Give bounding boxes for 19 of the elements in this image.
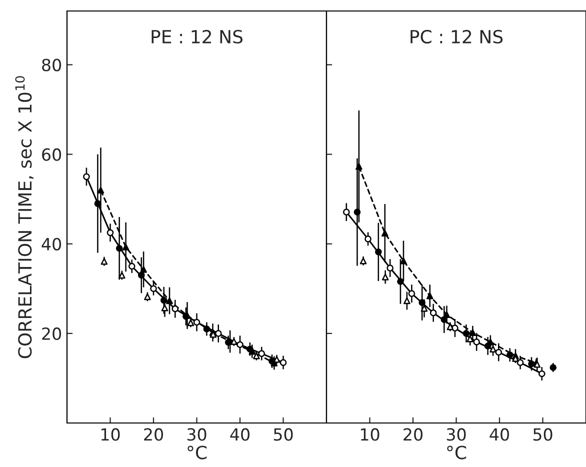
x-axis-title: °C: [188, 446, 207, 460]
y-axis-title: CORRELATION TIME, sec X 10$^{10}$: [15, 76, 34, 358]
x-tick-label: 10: [101, 428, 120, 441]
x-tick-label: 40: [230, 428, 250, 441]
x-tick-label: 30: [446, 428, 466, 441]
x-tick-label: 30: [187, 428, 206, 441]
x-tick-label: 40: [490, 428, 509, 441]
x-tick-label: 20: [144, 428, 163, 441]
x-axis-title: °C: [447, 446, 466, 460]
x-tick-label: 50: [274, 428, 293, 441]
x-tick-label: 20: [404, 428, 422, 441]
y-tick-label: 40: [42, 238, 62, 250]
text: PE : 12 NS: [152, 30, 243, 44]
x-tick-label: 50: [533, 428, 552, 441]
x-tick-label: 10: [360, 428, 380, 441]
y-tick-label: 20: [42, 327, 62, 340]
y-tick-label: 60: [42, 148, 62, 161]
y-tick-label: 80: [42, 58, 62, 72]
text: PC : 12 NS: [410, 30, 503, 44]
